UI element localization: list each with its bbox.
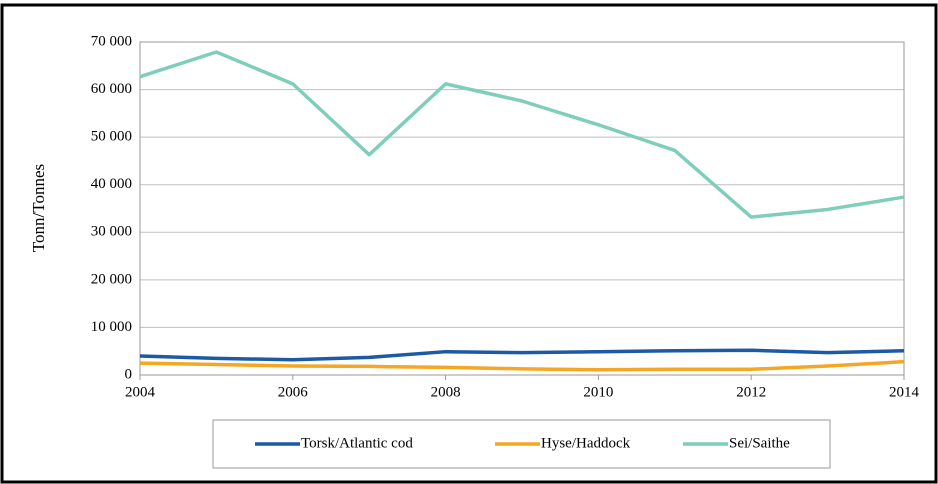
frame bbox=[0, 3, 938, 484]
x-tick-label: 2004 bbox=[125, 384, 156, 400]
y-tick-label: 0 bbox=[125, 366, 133, 382]
x-tick-label: 2014 bbox=[889, 384, 920, 400]
legend-label: Sei/Saithe bbox=[729, 435, 790, 451]
y-tick-label: 20 000 bbox=[91, 271, 132, 287]
y-axis-label: Tonn/Tonnes bbox=[29, 164, 48, 252]
y-tick-label: 50 000 bbox=[91, 129, 132, 145]
line-series bbox=[139, 348, 905, 362]
y-tick-label: 30 000 bbox=[91, 224, 132, 240]
y-tick-label: 10 000 bbox=[91, 319, 132, 335]
x-tick-label: 2010 bbox=[583, 384, 613, 400]
y-tick-label: 60 000 bbox=[91, 81, 132, 97]
legend-label: Torsk/Atlantic cod bbox=[301, 435, 413, 451]
x-tick-label: 2006 bbox=[278, 384, 309, 400]
plot-border bbox=[139, 41, 905, 376]
y-tick-label: 40 000 bbox=[91, 176, 132, 192]
legend-label: Hyse/Haddock bbox=[541, 435, 631, 451]
x-tick-label: 2012 bbox=[736, 384, 766, 400]
x-tick-label: 2008 bbox=[431, 384, 461, 400]
line-series bbox=[139, 50, 905, 219]
line-series bbox=[139, 359, 905, 372]
y-tick-label: 70 000 bbox=[91, 33, 132, 49]
